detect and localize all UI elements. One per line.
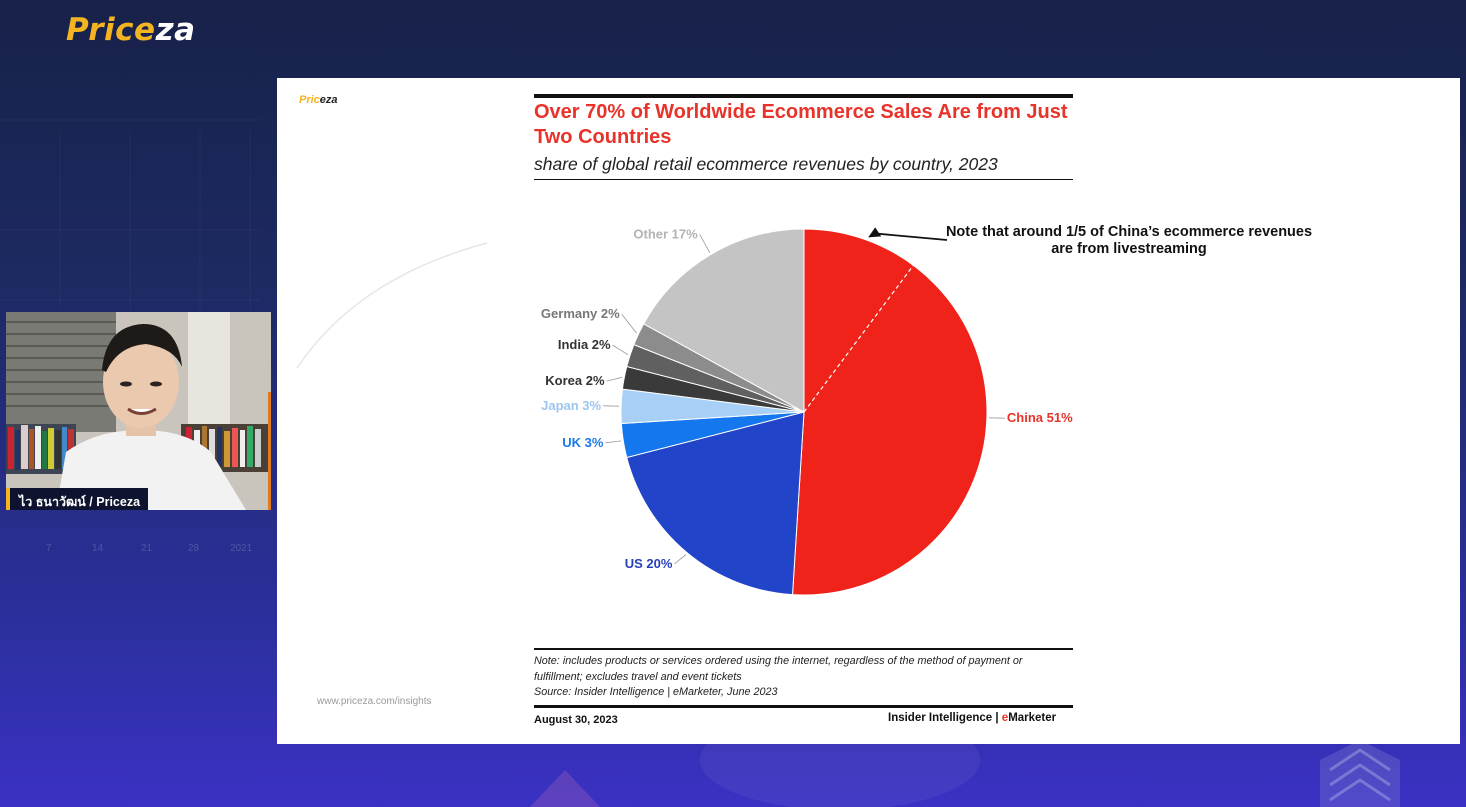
source-brand: Insider Intelligence | eMarketer bbox=[888, 712, 1056, 724]
source-line: Source: Insider Intelligence | eMarketer… bbox=[534, 686, 778, 698]
chart-subtitle: share of global retail ecommerce revenue… bbox=[534, 154, 998, 174]
leader-line-uk bbox=[605, 440, 622, 444]
pie-slice-other bbox=[642, 228, 805, 413]
pie-chart: China 51% US 20% UK 3% Japan 3% Korea 2% Indi… bbox=[296, 226, 1073, 596]
publish-date: August 30, 2023 bbox=[534, 714, 618, 726]
leader-line-germany bbox=[621, 313, 637, 334]
chart-note: Note: includes products or services orde… bbox=[534, 654, 1073, 701]
leader-line-other bbox=[699, 234, 711, 253]
slide-logo: Priceza bbox=[299, 94, 338, 106]
livestream-callout: Note that around 1/5 of China’s ecommerc… bbox=[945, 224, 1313, 257]
note-line: Note: includes products or services orde… bbox=[534, 654, 1073, 685]
pie-label-other: Other 17% bbox=[633, 226, 698, 241]
logo-part-secondary: za bbox=[155, 12, 196, 48]
footer-rule bbox=[534, 705, 1073, 708]
logo-part-primary: Price bbox=[66, 12, 156, 48]
brand-part-1: Insider Intelligence | bbox=[888, 712, 1002, 724]
slide-logo-part-primary: Pric bbox=[299, 94, 320, 106]
presenter-video bbox=[6, 312, 271, 510]
note-label: Note: bbox=[534, 655, 560, 667]
note-rule bbox=[534, 648, 1073, 650]
pie-slice-china bbox=[791, 228, 988, 596]
subtitle-rule bbox=[534, 179, 1073, 180]
leader-line-us bbox=[674, 554, 687, 565]
priceza-logo: Priceza bbox=[66, 12, 196, 48]
slide-logo-part-secondary: eza bbox=[319, 94, 338, 106]
axis-tick: 21 bbox=[141, 543, 153, 554]
axis-tick: 7 bbox=[46, 543, 52, 554]
decorative-arc bbox=[296, 242, 488, 369]
pie-label-uk: UK 3% bbox=[562, 435, 604, 450]
axis-tick: 2021 bbox=[230, 543, 253, 554]
presenter-video-frame bbox=[6, 312, 271, 510]
axis-tick: 28 bbox=[188, 543, 200, 554]
pie-label-germany: Germany 2% bbox=[541, 306, 620, 321]
pie-label-china: China 51% bbox=[1007, 410, 1073, 425]
chart-title: Over 70% of Worldwide Ecommerce Sales Ar… bbox=[534, 101, 1068, 148]
leader-line-india bbox=[612, 344, 629, 356]
pie-slice-us bbox=[626, 411, 805, 596]
brand-part-3: Marketer bbox=[1008, 712, 1057, 724]
callout-arrow-head bbox=[868, 227, 882, 238]
callout-arrow bbox=[874, 232, 948, 241]
brand-part-2: e bbox=[1001, 712, 1009, 724]
pie-label-india: India 2% bbox=[558, 337, 611, 352]
top-rule bbox=[534, 94, 1073, 98]
livestream-divider bbox=[803, 264, 914, 413]
insights-url: www.priceza.com/insights bbox=[317, 696, 432, 707]
note-body: includes products or services ordered us… bbox=[534, 655, 1023, 683]
presentation-slide: China 51% US 20% UK 3% Japan 3% Korea 2% Indi… bbox=[277, 78, 1460, 744]
axis-tick: 14 bbox=[92, 543, 104, 554]
leader-line-korea bbox=[606, 376, 623, 382]
pie-label-japan: Japan 3% bbox=[541, 398, 601, 413]
presenter-name-tag: ไว ธนาวัฒน์ / Priceza bbox=[6, 488, 149, 510]
pie-label-us: US 20% bbox=[625, 556, 673, 571]
pie-label-korea: Korea 2% bbox=[545, 373, 605, 388]
background-axis-ticks: 7 14 21 28 2021 bbox=[0, 543, 280, 557]
